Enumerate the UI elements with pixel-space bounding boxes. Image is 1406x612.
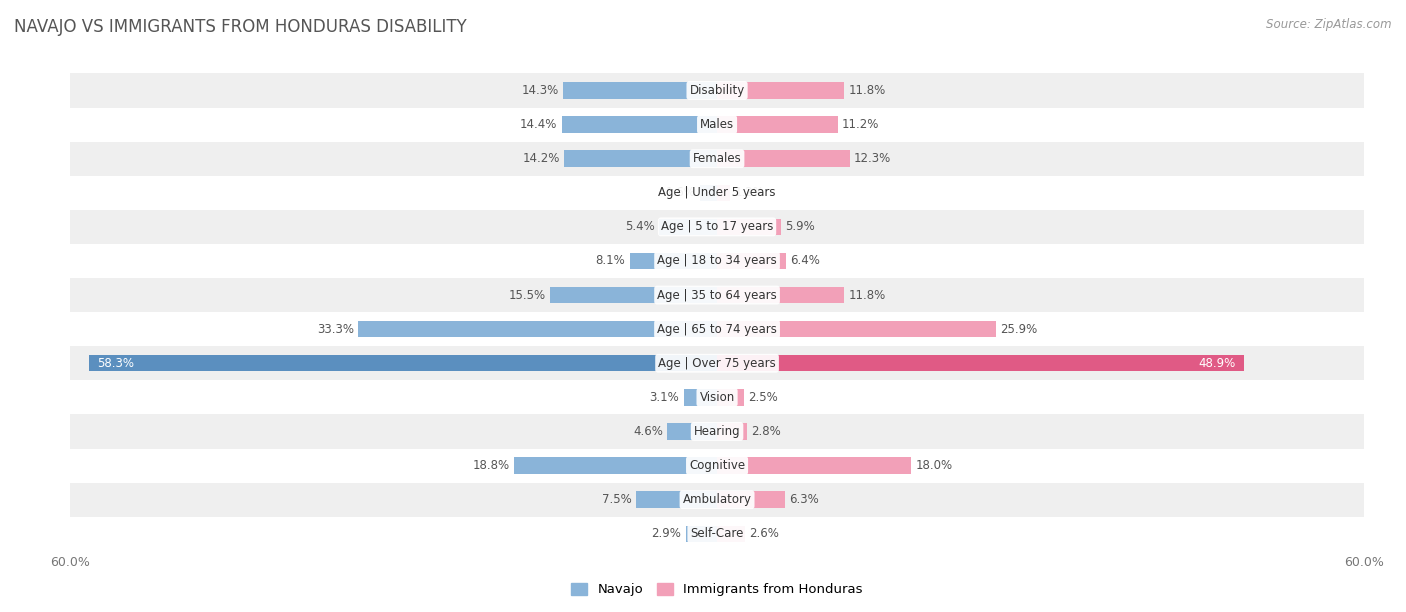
Bar xyxy=(717,321,997,337)
Text: 7.5%: 7.5% xyxy=(602,493,631,506)
Text: 2.9%: 2.9% xyxy=(651,528,682,540)
Text: Ambulatory: Ambulatory xyxy=(682,493,752,506)
Bar xyxy=(70,449,1364,483)
Text: 14.2%: 14.2% xyxy=(522,152,560,165)
Text: 2.5%: 2.5% xyxy=(748,391,778,404)
Bar xyxy=(70,210,1364,244)
Text: 14.4%: 14.4% xyxy=(520,118,558,131)
Text: 3.1%: 3.1% xyxy=(650,391,679,404)
Bar xyxy=(683,389,717,406)
Text: Age | 35 to 64 years: Age | 35 to 64 years xyxy=(657,289,778,302)
Text: Age | 5 to 17 years: Age | 5 to 17 years xyxy=(661,220,773,233)
Text: 58.3%: 58.3% xyxy=(97,357,134,370)
Bar xyxy=(89,355,717,371)
Bar xyxy=(359,321,717,337)
Text: 6.4%: 6.4% xyxy=(790,255,820,267)
Text: 5.4%: 5.4% xyxy=(624,220,655,233)
Bar xyxy=(700,185,717,201)
Text: 12.3%: 12.3% xyxy=(853,152,891,165)
Text: NAVAJO VS IMMIGRANTS FROM HONDURAS DISABILITY: NAVAJO VS IMMIGRANTS FROM HONDURAS DISAB… xyxy=(14,18,467,36)
Bar xyxy=(717,116,838,133)
Text: 1.6%: 1.6% xyxy=(665,186,696,200)
Bar xyxy=(70,312,1364,346)
Text: 18.8%: 18.8% xyxy=(472,459,510,472)
Bar xyxy=(717,151,849,167)
Bar xyxy=(70,141,1364,176)
Legend: Navajo, Immigrants from Honduras: Navajo, Immigrants from Honduras xyxy=(567,578,868,602)
Bar xyxy=(515,457,717,474)
Bar xyxy=(717,218,780,235)
Bar xyxy=(70,517,1364,551)
Bar xyxy=(717,287,844,304)
Bar xyxy=(562,82,717,99)
Text: 14.3%: 14.3% xyxy=(522,84,558,97)
Text: Age | 18 to 34 years: Age | 18 to 34 years xyxy=(657,255,778,267)
Text: Cognitive: Cognitive xyxy=(689,459,745,472)
Bar xyxy=(70,278,1364,312)
Text: 11.8%: 11.8% xyxy=(849,289,886,302)
Text: Disability: Disability xyxy=(689,84,745,97)
Bar xyxy=(668,424,717,439)
Bar xyxy=(70,244,1364,278)
Text: 2.6%: 2.6% xyxy=(749,528,779,540)
Bar xyxy=(564,151,717,167)
Bar xyxy=(70,108,1364,141)
Text: 5.9%: 5.9% xyxy=(785,220,814,233)
Text: Females: Females xyxy=(693,152,741,165)
Text: 2.8%: 2.8% xyxy=(752,425,782,438)
Text: Vision: Vision xyxy=(699,391,735,404)
Text: 8.1%: 8.1% xyxy=(596,255,626,267)
Text: 11.2%: 11.2% xyxy=(842,118,880,131)
Text: 18.0%: 18.0% xyxy=(915,459,952,472)
Text: 25.9%: 25.9% xyxy=(1001,323,1038,335)
Bar xyxy=(717,82,844,99)
Text: Males: Males xyxy=(700,118,734,131)
Text: 6.3%: 6.3% xyxy=(789,493,820,506)
Text: Source: ZipAtlas.com: Source: ZipAtlas.com xyxy=(1267,18,1392,31)
Bar xyxy=(562,116,717,133)
Bar xyxy=(717,355,1244,371)
Bar xyxy=(70,380,1364,414)
Text: 11.8%: 11.8% xyxy=(849,84,886,97)
Bar xyxy=(70,346,1364,380)
Text: 1.2%: 1.2% xyxy=(734,186,765,200)
Bar xyxy=(659,218,717,235)
Bar xyxy=(70,176,1364,210)
Bar xyxy=(70,73,1364,108)
Text: 15.5%: 15.5% xyxy=(509,289,546,302)
Text: Age | Over 75 years: Age | Over 75 years xyxy=(658,357,776,370)
Text: Age | 65 to 74 years: Age | 65 to 74 years xyxy=(657,323,778,335)
Bar xyxy=(717,491,785,508)
Text: 48.9%: 48.9% xyxy=(1198,357,1236,370)
Bar xyxy=(686,526,717,542)
Text: 4.6%: 4.6% xyxy=(633,425,664,438)
Bar xyxy=(70,483,1364,517)
Bar xyxy=(70,414,1364,449)
Bar xyxy=(550,287,717,304)
Text: 33.3%: 33.3% xyxy=(316,323,354,335)
Bar xyxy=(630,253,717,269)
Text: Age | Under 5 years: Age | Under 5 years xyxy=(658,186,776,200)
Bar xyxy=(717,185,730,201)
Bar xyxy=(717,526,745,542)
Bar xyxy=(717,424,747,439)
Bar xyxy=(717,253,786,269)
Bar xyxy=(717,389,744,406)
Bar xyxy=(717,457,911,474)
Text: Hearing: Hearing xyxy=(693,425,741,438)
Text: Self-Care: Self-Care xyxy=(690,528,744,540)
Bar xyxy=(636,491,717,508)
